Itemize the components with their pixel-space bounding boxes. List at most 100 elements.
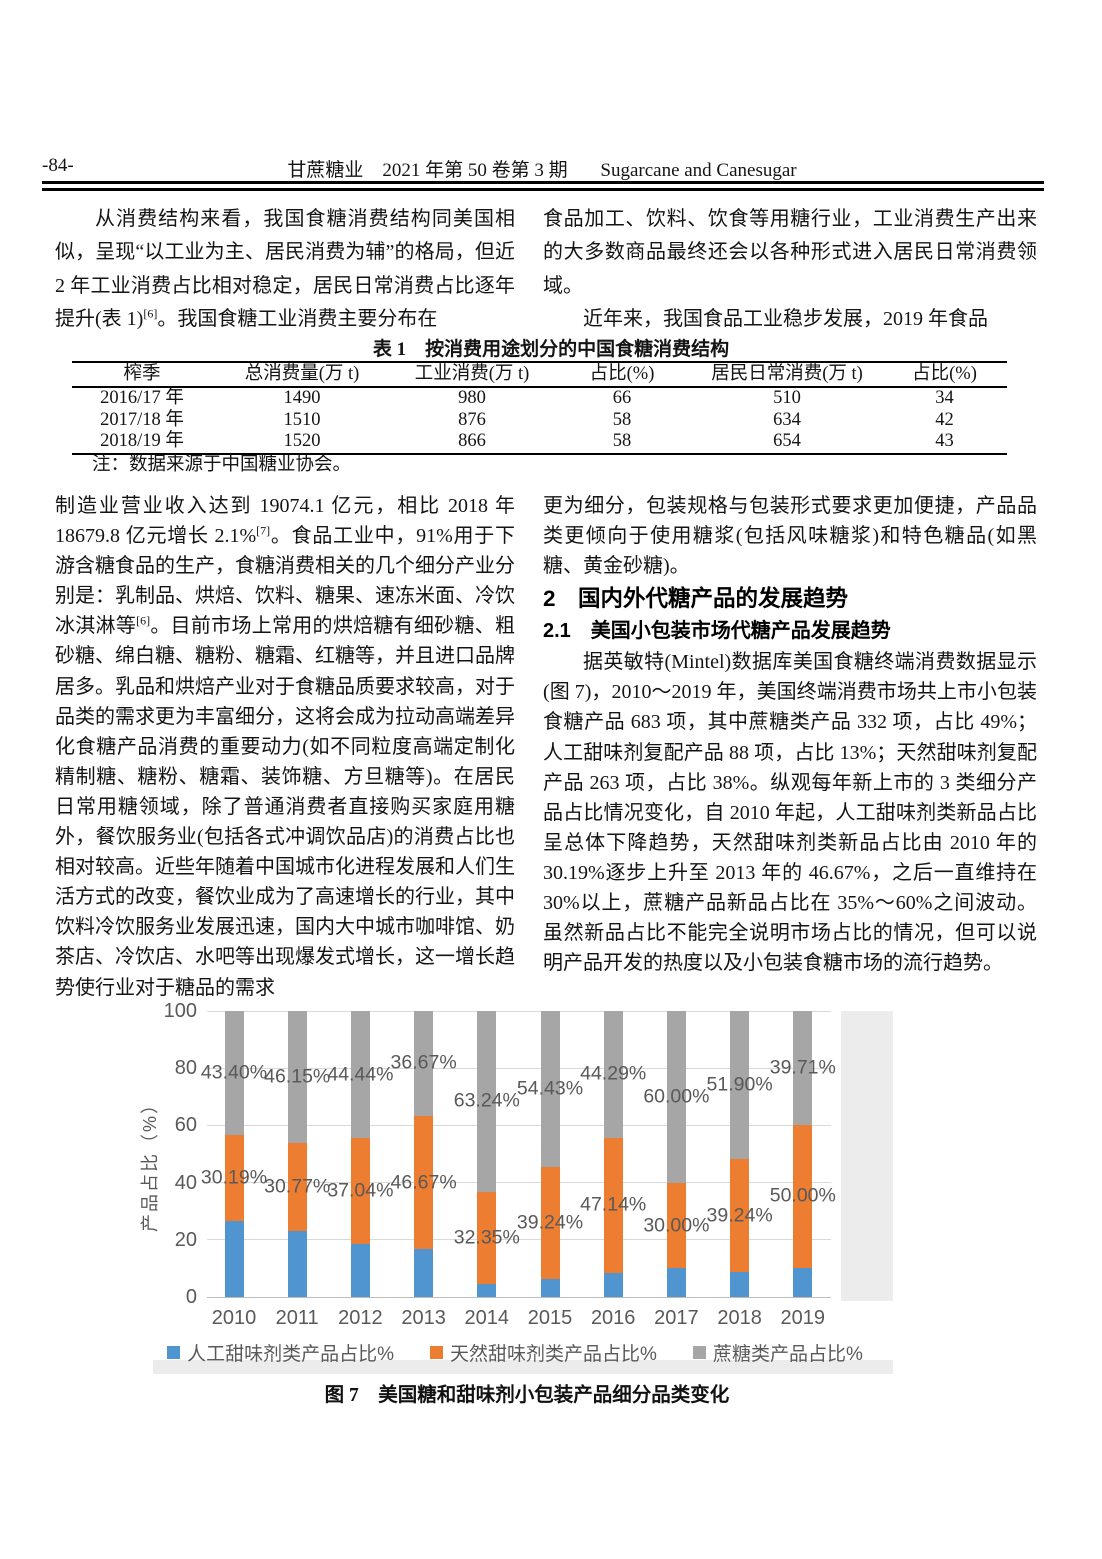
bar-segment-2018-series0 [730, 1271, 750, 1297]
table-header-cell: 总消费量(万 t) [244, 363, 360, 384]
bar-segment-2013-series2 [414, 1011, 434, 1116]
table-header-cell: 占比(%) [589, 363, 655, 384]
bar-segment-2012-series1 [350, 1138, 370, 1245]
right-column-top: 食品加工、饮料、饮食等用糖行业，工业消费生产出来的大多数商品最终还会以各种形式进… [543, 203, 1037, 337]
bar-segment-2012-series0 [350, 1244, 370, 1297]
table-row: 2018/19 年 1520 866 58 654 43 [72, 431, 1007, 454]
paragraph: 更为细分，包装规格与包装形式要求更加便捷，产品品类更倾向于使用糖浆(包括风味糖浆… [543, 495, 1037, 578]
table-cell: 980 [458, 388, 486, 408]
table-cell: 2016/17 年 [100, 388, 184, 408]
table-cell: 1510 [283, 409, 321, 430]
table-cell: 2018/19 年 [100, 431, 184, 451]
table-cell: 1520 [283, 431, 321, 451]
legend-item: 天然甜味剂类产品占比% [430, 1339, 657, 1366]
bar-segment-2016-series0 [603, 1272, 623, 1297]
figure-7-caption: 图 7 美国糖和甜味剂小包装产品细分品类变化 [324, 1385, 730, 1406]
figure-background-strip [841, 1011, 893, 1301]
data-label: 46.15% [264, 1065, 331, 1088]
gridline [207, 1182, 831, 1184]
legend-item: 人工甜味剂类产品占比% [167, 1339, 394, 1366]
table-header-cell: 工业消费(万 t) [414, 363, 530, 384]
table-1-header-row: 榨季 总消费量(万 t) 工业消费(万 t) 占比(%) 居民日常消费(万 t) 占比(%… [72, 362, 1007, 387]
page-number: -84- [42, 155, 74, 176]
gridline [207, 1239, 831, 1241]
bar-segment-2010-series2 [224, 1011, 244, 1136]
citation-superscript: [7] [256, 523, 271, 538]
table-header-cell: 占比(%) [912, 363, 977, 384]
y-axis-tick-label: 0 [185, 1286, 197, 1308]
bar-segment-2017-series0 [666, 1268, 686, 1297]
data-label: 63.24% [453, 1089, 520, 1112]
gridline [207, 1296, 831, 1298]
data-label: 39.71% [769, 1056, 836, 1079]
table-cell: 2017/18 年 [100, 409, 184, 430]
paragraph: 据英敏特(Mintel)数据库美国食糖终端消费数据显示(图 7)，2010～20… [543, 651, 1037, 975]
data-label: 46.67% [390, 1171, 457, 1194]
x-axis-tick-label: 2016 [590, 1307, 636, 1329]
data-label: 32.35% [453, 1226, 520, 1249]
table-1-note: 注：数据来源于中国糖业协会。 [92, 455, 352, 475]
legend-item: 蔗糖类产品占比% [692, 1339, 863, 1366]
data-label: 43.40% [200, 1061, 268, 1084]
x-axis-tick-label: 2018 [717, 1307, 762, 1329]
data-label: 47.14% [580, 1193, 647, 1216]
table-cell: 34 [935, 388, 954, 408]
table-1-title: 表 1 按消费用途划分的中国食糖消费结构 [372, 339, 730, 360]
data-label: 39.24% [706, 1204, 773, 1227]
table-cell: 876 [458, 409, 486, 430]
header-double-rule [42, 181, 1044, 191]
x-axis-tick-label: 2013 [401, 1307, 446, 1329]
bar-segment-2017-series1 [666, 1182, 686, 1269]
bar-segment-2019-series0 [793, 1267, 813, 1297]
bar-segment-2013-series1 [414, 1115, 434, 1250]
section-heading-2-1: 2.1 美国小包装市场代糖产品发展趋势 [543, 620, 891, 643]
gridline [207, 1067, 831, 1069]
x-axis-tick-label: 2011 [275, 1307, 319, 1329]
data-label: 50.00% [769, 1184, 836, 1207]
bar-segment-2010-series1 [224, 1135, 244, 1222]
bar-segment-2016-series2 [603, 1011, 623, 1138]
section-heading-2: 2 国内外代糖产品的发展趋势 [543, 586, 849, 612]
left-column-bottom: 制造业营业收入达到 19074.1 亿元，相比 2018 年 18679.8 亿… [55, 491, 515, 1003]
x-axis-tick-label: 2015 [527, 1307, 573, 1329]
figure-7-chart: 产品占比（%） 30.19% 43.40% 30.77% 46.15% 37.04% 44… [135, 1000, 893, 1374]
data-label: 60.00% [643, 1085, 710, 1108]
bar-segment-2011-series1 [287, 1143, 307, 1231]
table-cell: 654 [773, 431, 801, 451]
table-cell: 42 [935, 409, 954, 430]
data-label: 36.67% [390, 1051, 457, 1074]
bar-segment-2016-series1 [603, 1137, 623, 1273]
bar-segment-2013-series0 [414, 1249, 434, 1297]
bar-segment-2018-series2 [730, 1011, 750, 1160]
legend-swatch-icon [430, 1346, 444, 1359]
legend-label: 天然甜味剂类产品占比% [450, 1344, 657, 1365]
table-header-cell: 居民日常消费(万 t) [711, 363, 863, 384]
bar-segment-2011-series0 [287, 1231, 307, 1297]
bar-segment-2015-series0 [540, 1278, 560, 1297]
bar-segment-2011-series2 [287, 1011, 307, 1143]
citation-superscript: [6] [136, 613, 151, 628]
bar-segment-2017-series2 [666, 1011, 686, 1183]
x-axis-tick-label: 2014 [464, 1307, 510, 1329]
chart-legend: 人工甜味剂类产品占比% 天然甜味剂类产品占比% 蔗糖类产品占比% [167, 1339, 863, 1366]
table-1: 榨季 总消费量(万 t) 工业消费(万 t) 占比(%) 居民日常消费(万 t) 占比(%… [72, 361, 1007, 455]
gridline [207, 1010, 831, 1012]
table-cell: 510 [773, 388, 801, 408]
table-cell: 58 [612, 409, 632, 430]
bar-segment-2015-series1 [540, 1166, 560, 1279]
table-cell: 43 [935, 431, 954, 451]
bar-segment-2019-series2 [793, 1011, 813, 1125]
journal-title-en: Sugarcane and Canesugar [600, 160, 797, 181]
legend-label: 蔗糖类产品占比% [712, 1344, 863, 1365]
figure-background-strip [153, 1360, 893, 1374]
right-column-bottom: 更为细分，包装规格与包装形式要求更加便捷，产品品类更倾向于使用糖浆(包括风味糖浆… [543, 491, 1037, 978]
y-axis-tick-label: 60 [174, 1114, 197, 1137]
table-cell: 866 [458, 431, 486, 451]
table-header-cell: 榨季 [123, 363, 161, 384]
chart-plot: 30.19% 43.40% 30.77% 46.15% 37.04% 44.44% 46.6… [201, 1010, 836, 1298]
data-label: 51.90% [706, 1073, 773, 1096]
citation-superscript: [6] [143, 306, 158, 321]
paragraph: 食品加工、饮料、饮食等用糖行业，工业消费生产出来的大多数商品最终还会以各种形式进… [543, 208, 1037, 297]
table-cell: 58 [612, 431, 632, 451]
